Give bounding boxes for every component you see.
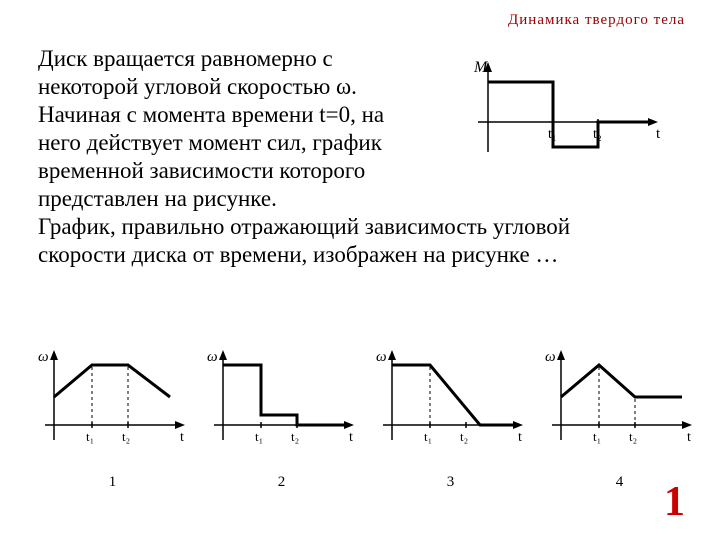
problem-line3: Начиная с момента времени t=0, на: [38, 102, 384, 127]
problem-line6: представлен на рисунке.: [38, 186, 277, 211]
tick-t1: t₁: [548, 127, 557, 142]
svg-text:t₁: t₁: [255, 429, 263, 444]
option-2: ω t t₁ t₂ 2: [199, 345, 364, 485]
svg-text:ω: ω: [545, 349, 556, 365]
svg-text:t₁: t₁: [593, 429, 601, 444]
svg-text:t₁: t₁: [424, 429, 432, 444]
y-axis-label-M: M: [473, 59, 489, 76]
moment-graph: M t t₁ t₂: [458, 52, 668, 167]
svg-text:t₂: t₂: [460, 429, 468, 444]
option-number-4: 4: [616, 474, 624, 491]
x-axis-label-t: t: [656, 126, 661, 142]
option-number-3: 3: [447, 474, 455, 491]
svg-text:t₂: t₂: [629, 429, 637, 444]
section-header: Динамика твердого тела: [508, 12, 685, 29]
svg-text:t: t: [180, 430, 184, 445]
option-1: ω t t₁ t₂ 1: [30, 345, 195, 485]
svg-text:t: t: [687, 430, 691, 445]
answer-options: ω t t₁ t₂ 1 ω t t₁ t₂ 2: [30, 345, 700, 485]
svg-text:t₂: t₂: [122, 429, 130, 444]
tick-t2: t₂: [593, 127, 602, 142]
svg-text:t: t: [518, 430, 522, 445]
svg-text:t₂: t₂: [291, 429, 299, 444]
problem-line1: Диск вращается равномерно с: [38, 46, 333, 71]
svg-text:t₁: t₁: [86, 429, 94, 444]
option-3: ω t t₁ t₂ 3: [368, 345, 533, 485]
svg-text:ω: ω: [207, 349, 218, 365]
problem-line8: скорости диска от времени, изображен на …: [38, 242, 558, 267]
option-4: ω t t₁ t₂ 4: [537, 345, 702, 485]
option-number-1: 1: [109, 474, 117, 491]
option-number-2: 2: [278, 474, 286, 491]
svg-text:t: t: [349, 430, 353, 445]
svg-text:ω: ω: [38, 349, 49, 365]
problem-line4: него действует момент сил, график: [38, 130, 382, 155]
problem-line5: временной зависимости которого: [38, 158, 365, 183]
answer-value: 1: [664, 478, 685, 526]
svg-text:ω: ω: [376, 349, 387, 365]
problem-line2: некоторой угловой скоростью ω.: [38, 74, 357, 99]
problem-line7: График, правильно отражающий зависимость…: [38, 214, 570, 239]
